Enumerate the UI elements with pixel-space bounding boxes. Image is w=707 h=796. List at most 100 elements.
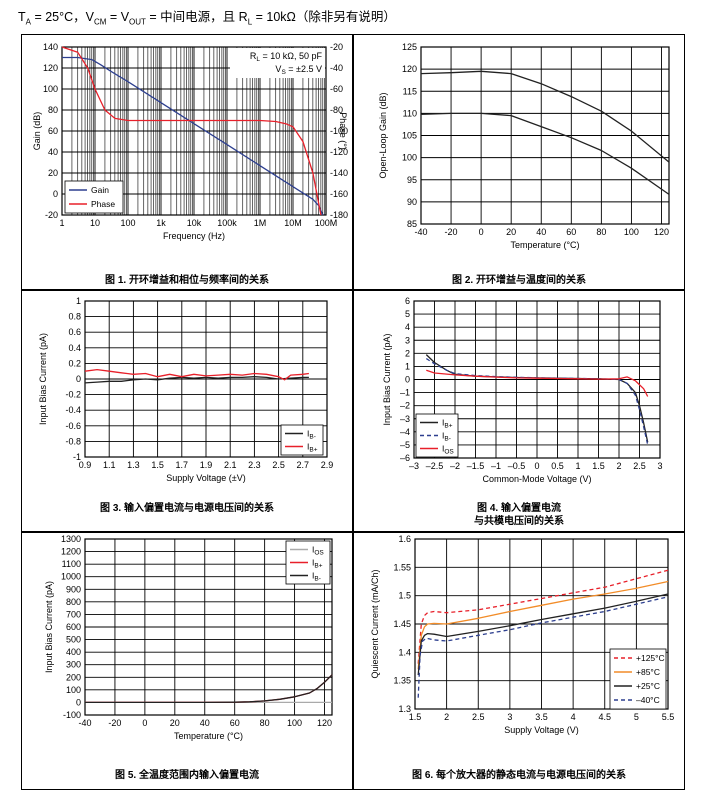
y-tick-label: 1.45 — [393, 619, 411, 629]
figure-4-caption: 图 4. 输入偏置电流 与共模电压间的关系 — [474, 503, 564, 527]
x-tick-label: 3.5 — [535, 712, 548, 722]
series-line-ib-0 — [84, 376, 309, 384]
y-tick-label: -20 — [45, 210, 58, 220]
y-tick-label: 900 — [66, 584, 81, 594]
figure-1-panel: 1 10 100 1k 10k 100k 1M 10M 100M -20 0 20 40 60 80 100 1… — [21, 34, 353, 290]
y-tick-label: 100 — [66, 685, 81, 695]
figure-5-caption: 图 5. 全温度范围内输入偏置电流 — [115, 770, 259, 781]
legend-label-main: I — [307, 429, 309, 439]
x-tick-label: 100k — [217, 218, 237, 228]
annotation-part: = 10 kΩ, 50 pF — [260, 51, 323, 61]
plot-frame — [84, 300, 328, 458]
series-line-85c-1 — [417, 580, 669, 670]
x-tick-label: 1 — [575, 461, 580, 471]
x-axis-label: Temperature (°C) — [174, 731, 243, 741]
legend-label-main: I — [442, 431, 444, 441]
legend-label: IB- — [312, 571, 321, 583]
annotation-part: V — [275, 64, 281, 74]
annotation-box — [230, 48, 325, 78]
figure-6-panel: 1.5 2 2.5 3 3.5 4 4.5 5 5.5 1.3 1.35 1.4 1.45 1.5 1.55… — [353, 532, 685, 790]
y-tick-label: 6 — [405, 296, 410, 306]
y-tick-label: 0 — [76, 374, 81, 384]
quiescent-current-chart: 1.5 2 2.5 3 3.5 4 4.5 5 5.5 1.3 1.35 1.4 1.45 1.5 1.55… — [370, 534, 674, 735]
y-tick-label: 4 — [405, 322, 410, 332]
legend-label: +125°C — [636, 653, 665, 663]
y-tick-label: 600 — [66, 622, 81, 632]
y-tick-label: -100 — [63, 710, 81, 720]
y-tick-label: 1.6 — [398, 534, 411, 544]
annotation-load: RL = 10 kΩ, 50 pF — [250, 51, 323, 63]
y-axis-label: Input Bias Current (pA) — [38, 333, 48, 425]
legend-label: IB+ — [307, 442, 318, 454]
x-tick-label: 3 — [657, 461, 662, 471]
series-line-25c-2 — [417, 593, 669, 676]
y-tick-label: 500 — [66, 635, 81, 645]
figure-2-caption: 图 2. 开环增益与温度间的关系 — [452, 275, 586, 286]
y-tick-label: 1.35 — [393, 676, 411, 686]
bias-vs-supply-chart: 0.9 1.1 1.3 1.5 1.7 1.9 2.1 2.3 2.5 2.7 2.9 -1 -0.8 -… — [38, 296, 333, 483]
y-axis-label: Input Bias Current (pA) — [382, 333, 392, 425]
legend-box — [64, 180, 124, 214]
y2-tick-label: -100 — [330, 126, 348, 136]
x-tick-label: –0.5 — [508, 461, 526, 471]
plot-frame — [84, 538, 333, 716]
x-axis-label: Temperature (°C) — [510, 240, 579, 250]
x-tick-label: 0.5 — [551, 461, 564, 471]
legend-label-sub: OS — [444, 449, 454, 456]
x-tick-label: –3 — [409, 461, 419, 471]
x-tick-label: 10 — [90, 218, 100, 228]
x-tick-label: 1k — [156, 218, 166, 228]
plot-frame — [413, 300, 661, 459]
y-tick-label: –4 — [400, 427, 410, 437]
y-tick-label: 0 — [53, 189, 58, 199]
legend-label-sub: B+ — [314, 563, 322, 570]
x-tick-label: 4 — [571, 712, 576, 722]
y-tick-label: –2 — [400, 401, 410, 411]
y-tick-label: 20 — [48, 168, 58, 178]
x-tick-label: 1.5 — [151, 460, 164, 470]
legend-label-sub: B+ — [309, 447, 317, 454]
y-axis-label: Input Bias Current (pA) — [44, 581, 54, 673]
y-tick-label: –3 — [400, 414, 410, 424]
x-tick-label: 2.1 — [224, 460, 237, 470]
y-tick-label: 140 — [43, 42, 58, 52]
figure-4-panel: –3 –2.5 –2 –1.5 –1 –0.5 0 0.5 1 1.5 2 2.5 3 –6 –5 –4 –3 –… — [353, 290, 685, 532]
x-tick-label: 80 — [260, 718, 270, 728]
y-tick-label: 5 — [405, 309, 410, 319]
legend-label: +85°C — [636, 667, 660, 677]
x-tick-label: 4.5 — [598, 712, 611, 722]
legend-box — [609, 648, 667, 710]
y-tick-label: 1 — [76, 296, 81, 306]
x-tick-label: 2.3 — [248, 460, 261, 470]
conditions-header: TA = 25°C，VCM = VOUT = 中间电源，且 RL = 10kΩ（… — [18, 10, 396, 27]
x-tick-label: 120 — [654, 227, 669, 237]
x-tick-label: 40 — [536, 227, 546, 237]
y-tick-label: 400 — [66, 647, 81, 657]
x-tick-label: 2.5 — [272, 460, 285, 470]
plot-frame — [420, 46, 670, 225]
x-tick-label: 0 — [142, 718, 147, 728]
x-tick-label: 100 — [287, 718, 302, 728]
y-tick-label: 0.4 — [68, 343, 81, 353]
x-tick-label: –2.5 — [426, 461, 444, 471]
y-tick-label: 105 — [402, 131, 417, 141]
legend-label-sub: B+ — [444, 423, 452, 430]
y-tick-label: -0.2 — [65, 390, 81, 400]
y-tick-label: 80 — [48, 105, 58, 115]
x-tick-label: 2.5 — [633, 461, 646, 471]
figure-3-panel: 0.9 1.1 1.3 1.5 1.7 1.9 2.1 2.3 2.5 2.7 2.9 -1 -0.8 -… — [21, 290, 353, 532]
bias-vs-common-mode-chart: –3 –2.5 –2 –1.5 –1 –0.5 0 0.5 1 1.5 2 2.5 3 –6 –5 –4 –3 –… — [382, 296, 663, 484]
figure-5-panel: -40 -20 0 20 40 60 80 100 120 -100 0 100 200 300 400 50… — [21, 532, 353, 790]
y-tick-label: 2 — [405, 348, 410, 358]
x-tick-label: 0.9 — [79, 460, 92, 470]
x-axis-label: Supply Voltage (±V) — [166, 473, 245, 483]
y-tick-label: 1100 — [62, 559, 81, 569]
y-axis-label: Quiescent Current (mA/Ch) — [370, 569, 380, 678]
annotation-part: S — [281, 69, 286, 76]
x-tick-label: 2.7 — [297, 460, 310, 470]
y-tick-label: 0.6 — [68, 327, 81, 337]
y2-tick-label: -20 — [330, 42, 343, 52]
y-tick-label: 115 — [403, 86, 417, 96]
y-tick-label: 40 — [48, 147, 58, 157]
x-tick-label: –2 — [450, 461, 460, 471]
